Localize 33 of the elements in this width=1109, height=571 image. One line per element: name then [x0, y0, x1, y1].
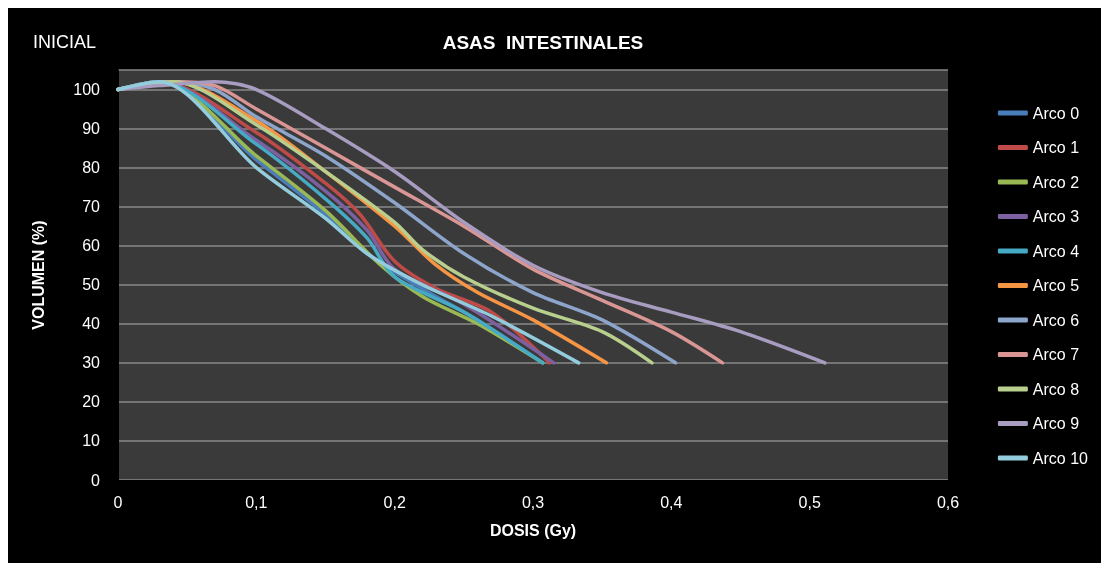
- legend-label: Arco 8: [1032, 380, 1080, 398]
- legend-label: Arco 10: [1032, 449, 1089, 467]
- legend-label: Arco 7: [1032, 346, 1080, 363]
- y-tick-label: 10: [82, 432, 101, 450]
- x-tick-label: 0,5: [798, 493, 821, 511]
- legend-label: Arco 3: [1032, 208, 1080, 225]
- chart-title: ASAS INTESTINALES: [442, 32, 644, 53]
- y-tick-label: 80: [82, 159, 101, 177]
- x-tick-label: 0: [113, 493, 123, 511]
- y-tick-label: 0: [91, 471, 101, 489]
- x-tick-label: 0,2: [383, 493, 406, 511]
- y-tick-label: 90: [82, 120, 101, 138]
- y-tick-label: 30: [82, 354, 101, 372]
- x-tick-label: 0,1: [245, 493, 268, 511]
- legend-label: Arco 9: [1032, 415, 1080, 432]
- y-tick-label: 50: [82, 276, 101, 294]
- y-tick-label: 100: [73, 81, 101, 99]
- y-tick-label: 60: [82, 237, 101, 255]
- legend-label: Arco 1: [1032, 139, 1080, 156]
- legend-label: Arco 6: [1032, 311, 1080, 329]
- y-axis-title: VOLUMEN (%): [29, 220, 47, 330]
- legend-label: Arco 2: [1032, 173, 1080, 191]
- x-axis-title: DOSIS (Gy): [489, 521, 577, 539]
- y-tick-label: 70: [82, 198, 101, 216]
- x-tick-label: 0,4: [660, 493, 683, 511]
- y-tick-label: 40: [82, 315, 101, 333]
- legend-label: Arco 5: [1032, 277, 1080, 294]
- y-tick-label: 20: [82, 393, 101, 411]
- x-tick-label: 0,6: [936, 493, 960, 511]
- x-tick-label: 0,3: [521, 493, 545, 511]
- legend-label: Arco 4: [1032, 242, 1080, 260]
- text: INICIAL: [33, 32, 97, 52]
- legend-label: Arco 0: [1032, 104, 1080, 122]
